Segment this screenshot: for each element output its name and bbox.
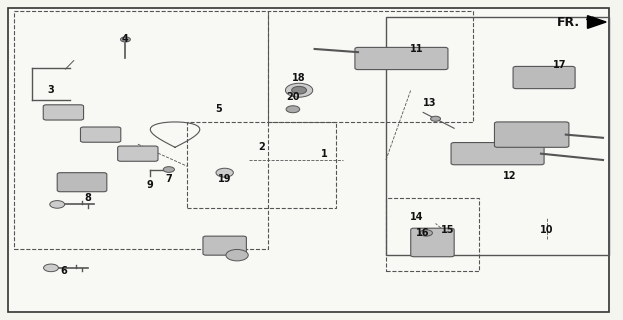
- Polygon shape: [587, 16, 606, 28]
- Circle shape: [50, 201, 65, 208]
- Text: 9: 9: [147, 180, 154, 190]
- Text: 7: 7: [166, 174, 172, 184]
- Bar: [14, 11, 268, 249]
- FancyBboxPatch shape: [451, 142, 544, 165]
- Text: 15: 15: [441, 225, 455, 235]
- Bar: [268, 11, 473, 122]
- Circle shape: [44, 264, 59, 272]
- Text: 19: 19: [218, 174, 231, 184]
- Text: 11: 11: [410, 44, 424, 54]
- Bar: [188, 122, 336, 208]
- Text: 10: 10: [540, 225, 554, 235]
- Circle shape: [286, 106, 300, 113]
- Bar: [386, 198, 479, 271]
- Circle shape: [285, 83, 313, 97]
- Bar: [386, 17, 609, 255]
- Text: 1: 1: [320, 149, 327, 159]
- Circle shape: [292, 86, 307, 94]
- Circle shape: [226, 250, 248, 261]
- Text: 2: 2: [259, 142, 265, 152]
- Text: 4: 4: [122, 35, 129, 44]
- Text: 14: 14: [410, 212, 424, 222]
- FancyBboxPatch shape: [411, 228, 454, 257]
- FancyBboxPatch shape: [355, 47, 448, 69]
- Circle shape: [430, 116, 440, 121]
- Circle shape: [216, 168, 234, 177]
- Text: 3: 3: [47, 85, 54, 95]
- Text: 6: 6: [60, 266, 67, 276]
- Text: 8: 8: [85, 193, 92, 203]
- Text: 16: 16: [416, 228, 430, 238]
- FancyBboxPatch shape: [513, 67, 575, 89]
- Text: 18: 18: [292, 73, 306, 83]
- Circle shape: [163, 167, 174, 172]
- Circle shape: [420, 230, 432, 236]
- Circle shape: [120, 37, 130, 42]
- FancyBboxPatch shape: [80, 127, 121, 142]
- FancyBboxPatch shape: [118, 146, 158, 161]
- Text: 20: 20: [286, 92, 300, 101]
- FancyBboxPatch shape: [43, 105, 83, 120]
- FancyBboxPatch shape: [495, 122, 569, 147]
- Text: 17: 17: [553, 60, 566, 70]
- Text: FR.: FR.: [558, 15, 581, 28]
- FancyBboxPatch shape: [203, 236, 246, 255]
- FancyBboxPatch shape: [57, 173, 107, 192]
- Text: 13: 13: [422, 98, 436, 108]
- Text: 12: 12: [503, 171, 516, 181]
- Text: 5: 5: [215, 104, 222, 114]
